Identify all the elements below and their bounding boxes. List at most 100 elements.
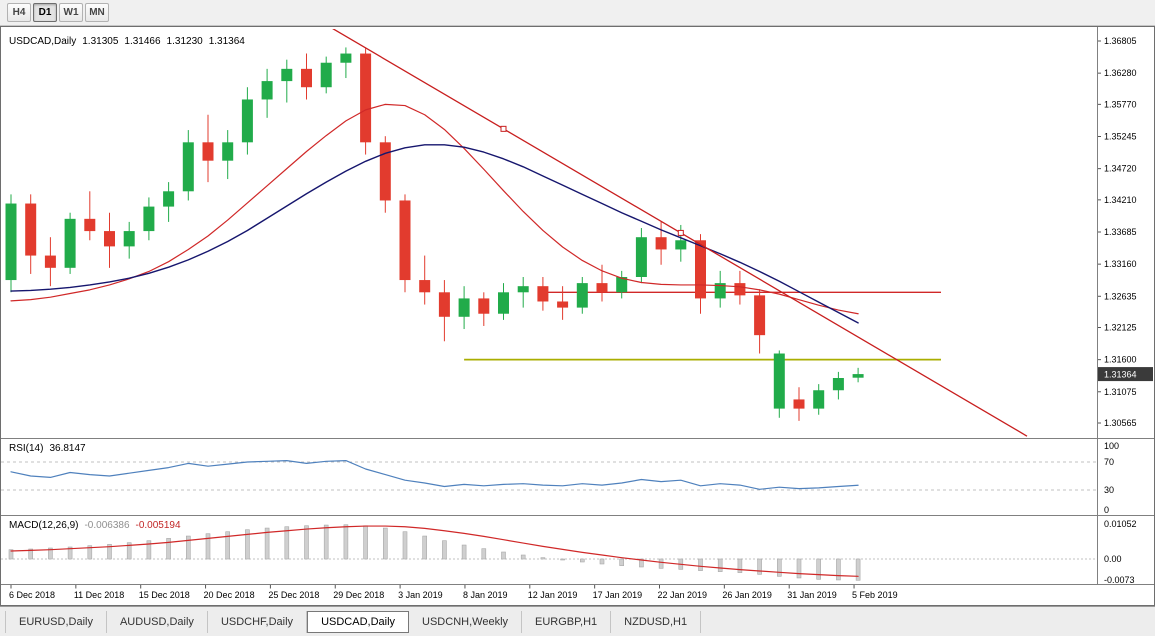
macd-signal-line (10, 525, 859, 577)
date-axis-label: 11 Dec 2018 (74, 590, 124, 600)
price-axis-label: 1.31075 (1104, 387, 1137, 397)
rsi-axis-label: 100 (1104, 441, 1119, 451)
macd-axis-label: 0.00 (1104, 554, 1122, 564)
candle-body (202, 142, 214, 161)
candle-body (241, 99, 253, 143)
macd-histogram-bar (816, 558, 822, 580)
price-axis-label: 1.34210 (1104, 195, 1137, 205)
candle-body (832, 378, 844, 391)
chart-tab-usdcnh[interactable]: USDCNH,Weekly (409, 610, 523, 633)
timeframe-button-mn[interactable]: MN (85, 3, 109, 22)
candle-body (734, 283, 746, 296)
candle-body (64, 218, 76, 268)
macd-axis-label: 0.01052 (1104, 519, 1137, 529)
candle-body (498, 292, 509, 314)
candle-body (301, 68, 312, 88)
current-price-badge (1098, 367, 1153, 382)
chart-tab-nzdusd[interactable]: NZDUSD,H1 (611, 610, 702, 633)
price-axis-label: 1.34720 (1104, 164, 1137, 174)
candle-body (557, 301, 569, 308)
macd-histogram-bar (520, 554, 526, 560)
macd-histogram-bar (304, 525, 309, 560)
date-axis-label: 29 Dec 2018 (333, 590, 384, 600)
macd-histogram-bar (776, 558, 782, 577)
candle-body (458, 298, 470, 317)
macd-histogram-bar (639, 558, 644, 568)
macd-histogram-bar (481, 548, 487, 560)
date-axis-label: 31 Jan 2019 (787, 590, 837, 600)
chart-tab-usdchf[interactable]: USDCHF,Daily (208, 610, 308, 633)
price-axis-label: 1.32125 (1104, 323, 1137, 333)
date-axis-label: 17 Jan 2019 (593, 590, 643, 600)
macd-histogram-bar (87, 545, 93, 560)
candle-body (399, 200, 411, 281)
candle-body (44, 255, 56, 268)
macd-histogram-bar (757, 558, 762, 575)
chart-tab-bar: EURUSD,Daily AUDUSD,Daily USDCHF,Daily USDC… (0, 606, 1155, 636)
timeframe-toolbar: H4 D1 W1 MN (0, 0, 1155, 26)
macd-histogram-bar (619, 558, 625, 566)
candle-body (675, 240, 687, 250)
trendline-handle[interactable] (500, 125, 507, 132)
macd-histogram-bar (560, 558, 565, 561)
candle-body (773, 353, 785, 409)
timeframe-button-d1[interactable]: D1 (33, 3, 57, 22)
candle-body (123, 231, 135, 247)
macd-histogram-bar (658, 558, 664, 569)
candle-body (576, 283, 588, 308)
date-axis-label: 8 Jan 2019 (463, 590, 508, 600)
timeframe-button-h4[interactable]: H4 (7, 3, 31, 22)
macd-histogram-bar (579, 558, 585, 563)
date-axis-label: 15 Dec 2018 (139, 590, 190, 600)
price-axis-label: 1.33160 (1104, 259, 1137, 269)
candle-body (281, 68, 293, 82)
chart-tab-audusd[interactable]: AUDUSD,Daily (107, 610, 208, 633)
date-axis-label: 26 Jan 2019 (722, 590, 772, 600)
macd-histogram-bar (225, 531, 230, 560)
price-axis-label: 1.36805 (1104, 36, 1137, 46)
price-axis-label: 1.33685 (1104, 227, 1137, 237)
macd-histogram-bar (461, 544, 467, 560)
axes-layer: 1.36805 1.36280 1.35770 1.35245 1.34720 1.342… (9, 36, 1153, 600)
macd-histogram-bar (422, 535, 428, 560)
date-axis-label: 25 Dec 2018 (268, 590, 319, 600)
ma-slow-line (10, 144, 859, 324)
chart-tab-eurgbp[interactable]: EURGBP,H1 (522, 610, 612, 633)
macd-histogram-bar (264, 527, 270, 560)
ma-fast-line (10, 103, 859, 315)
chart-svg[interactable]: 1.36805 1.36280 1.35770 1.35245 1.34720 1.342… (1, 27, 1154, 605)
macd-histogram-bar (146, 540, 152, 560)
trendline-handle[interactable] (677, 229, 684, 236)
price-axis-label: 1.32635 (1104, 291, 1137, 301)
candle-body (655, 237, 667, 250)
candle-body (261, 81, 273, 100)
candle-body (813, 390, 825, 409)
macd-histogram-bar (67, 546, 73, 560)
macd-histogram-bar (717, 558, 723, 572)
macd-histogram-bar (48, 547, 53, 560)
macd-histogram-bar (186, 535, 191, 560)
candle-body (478, 298, 490, 314)
macd-histogram-bar (28, 548, 34, 560)
chart-tab-eurusd[interactable]: EURUSD,Daily (5, 610, 107, 633)
rsi-line (10, 460, 859, 490)
timeframe-button-w1[interactable]: W1 (59, 3, 83, 22)
candle-body (222, 142, 234, 161)
rsi-axis-label: 0 (1104, 505, 1109, 515)
macd-histogram-bar (737, 558, 743, 573)
macd-histogram-bar (836, 558, 841, 581)
price-axis-label: 1.31600 (1104, 355, 1137, 365)
date-axis-label: 22 Jan 2019 (658, 590, 708, 600)
price-axis-label: 1.36280 (1104, 68, 1137, 78)
macd-histogram-bar (343, 524, 349, 560)
candle-body (5, 203, 17, 281)
candle-body (182, 142, 194, 192)
macd-histogram-bar (501, 551, 506, 560)
candle-body (360, 53, 372, 143)
candle-body (517, 286, 529, 293)
candle-body (537, 286, 549, 302)
candle-body (419, 280, 431, 293)
candle-body (852, 374, 864, 378)
chart-tab-usdcad[interactable]: USDCAD,Daily (307, 610, 410, 633)
macd-histogram-bar (126, 542, 132, 560)
